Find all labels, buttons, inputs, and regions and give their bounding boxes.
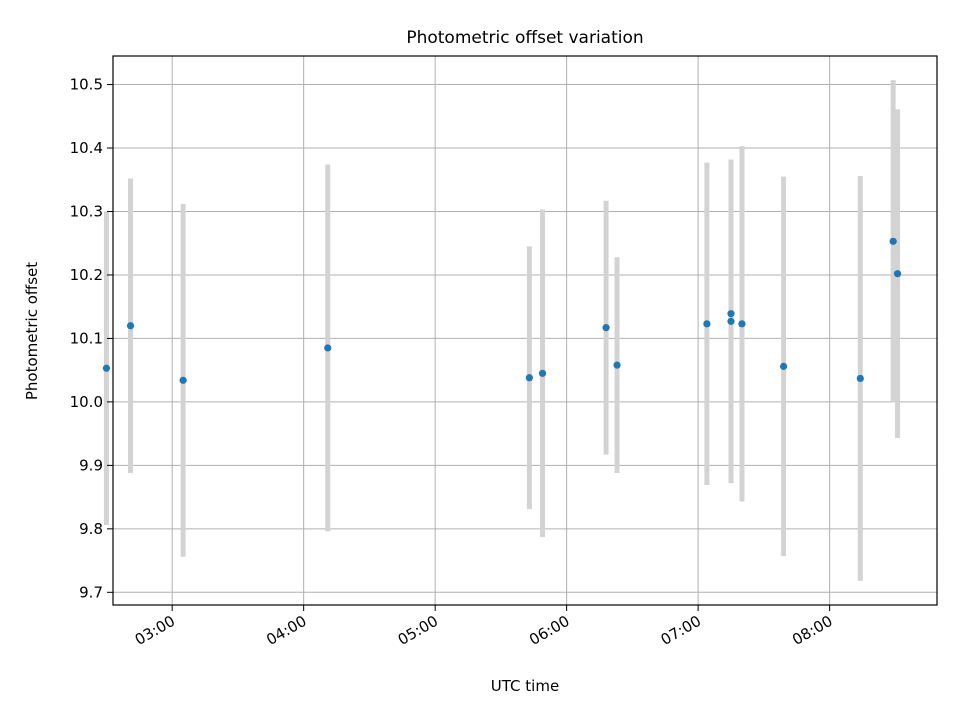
data-point — [126, 322, 135, 330]
y-tick-label: 10.5 — [70, 76, 103, 94]
data-point — [727, 310, 735, 318]
chart-title: Photometric offset variation — [406, 28, 643, 48]
grid-layer — [113, 56, 937, 605]
data-point — [727, 317, 735, 325]
data-point — [893, 270, 902, 278]
y-tick-label: 9.8 — [79, 520, 103, 538]
data-point — [324, 344, 332, 352]
data-point — [856, 374, 864, 383]
data-point — [179, 376, 187, 384]
data-point — [102, 364, 111, 372]
y-tick-label: 10.3 — [70, 202, 103, 220]
y-axis-label: Photometric offset — [23, 262, 41, 400]
data-point — [602, 324, 610, 332]
data-point — [779, 362, 788, 370]
data-point — [738, 320, 746, 328]
plot-area — [113, 56, 937, 605]
point-layer — [102, 237, 902, 384]
data-point — [525, 374, 533, 382]
x-axis-label: UTC time — [491, 677, 559, 695]
y-tick-label: 10.4 — [70, 139, 103, 157]
y-tick-label: 10.1 — [70, 329, 103, 347]
y-tick-label: 10.2 — [70, 266, 103, 284]
data-point — [889, 237, 897, 245]
data-point — [613, 361, 621, 369]
y-tick-label: 9.9 — [79, 456, 103, 474]
y-tick-label: 9.7 — [79, 583, 103, 601]
axes-frame — [112, 55, 938, 606]
y-tick-label: 10.0 — [70, 393, 103, 411]
data-point — [703, 320, 711, 328]
data-point — [538, 369, 547, 377]
